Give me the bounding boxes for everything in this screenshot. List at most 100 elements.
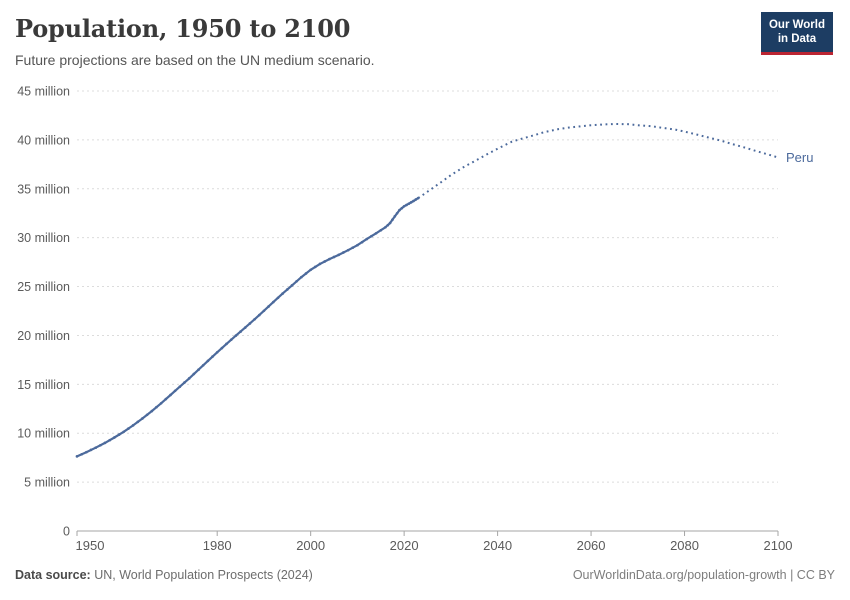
y-tick-label: 15 million bbox=[17, 378, 70, 392]
data-point-marker bbox=[409, 201, 413, 204]
data-point-marker bbox=[309, 268, 313, 272]
data-point-marker bbox=[384, 225, 387, 229]
data-point-marker bbox=[262, 309, 266, 313]
data-point-marker bbox=[374, 231, 378, 235]
data-point-marker bbox=[108, 438, 112, 442]
data-point-marker bbox=[276, 296, 280, 300]
data-point-marker bbox=[346, 248, 350, 252]
data-point-marker bbox=[197, 368, 200, 372]
data-point-marker bbox=[370, 234, 373, 238]
data-point-marker bbox=[398, 208, 401, 212]
y-tick-label: 20 million bbox=[17, 329, 70, 343]
data-point-marker bbox=[290, 284, 294, 287]
series-end-label-peru[interactable]: Peru bbox=[786, 150, 813, 165]
data-point-marker bbox=[407, 202, 411, 206]
series-line-projection bbox=[417, 122, 779, 199]
data-point-marker bbox=[155, 405, 158, 409]
y-tick-label: 0 bbox=[63, 525, 70, 539]
data-point-marker bbox=[400, 206, 404, 210]
data-point-marker bbox=[192, 372, 196, 376]
x-tick-label: 2080 bbox=[670, 538, 699, 553]
data-point-marker bbox=[229, 338, 233, 342]
data-point-marker bbox=[215, 350, 219, 354]
data-point-marker bbox=[391, 218, 394, 222]
owid-logo-line2: in Data bbox=[777, 33, 817, 46]
data-point-marker bbox=[201, 363, 205, 367]
data-point-marker bbox=[248, 322, 252, 325]
y-tick-label: 45 million bbox=[17, 85, 70, 99]
x-tick-label: 2040 bbox=[483, 538, 512, 553]
data-point-marker bbox=[239, 330, 242, 333]
data-point-marker bbox=[285, 288, 289, 291]
y-tick-label: 25 million bbox=[17, 280, 70, 294]
data-source-label: Data source: bbox=[15, 568, 91, 582]
data-point-marker bbox=[103, 441, 107, 445]
data-point-marker bbox=[243, 326, 247, 329]
data-point-marker bbox=[356, 243, 359, 247]
x-tick-label: 2020 bbox=[390, 538, 419, 553]
data-point-marker bbox=[206, 359, 210, 363]
data-point-marker bbox=[281, 292, 284, 295]
y-tick-label: 40 million bbox=[17, 133, 70, 147]
data-point-marker bbox=[388, 221, 392, 225]
data-point-marker bbox=[211, 355, 214, 358]
chart-footer: Data source: UN, World Population Prospe… bbox=[15, 568, 835, 582]
data-point-marker bbox=[187, 377, 191, 380]
data-point-marker bbox=[323, 260, 327, 263]
x-tick-label: 2100 bbox=[764, 538, 793, 553]
data-point-marker bbox=[271, 300, 275, 304]
data-point-marker bbox=[337, 253, 341, 257]
owid-logo[interactable]: Our World in Data bbox=[760, 12, 833, 55]
data-point-marker bbox=[131, 424, 135, 427]
data-point-marker bbox=[150, 409, 154, 413]
y-tick-label: 35 million bbox=[17, 182, 70, 196]
data-point-marker bbox=[141, 417, 144, 420]
data-point-marker bbox=[267, 305, 270, 308]
data-point-marker bbox=[318, 262, 322, 266]
y-tick-label: 10 million bbox=[17, 427, 70, 441]
data-point-marker bbox=[183, 381, 186, 384]
x-tick-label: 1950 bbox=[76, 538, 105, 553]
data-point-marker bbox=[127, 427, 130, 430]
data-point-marker bbox=[299, 275, 303, 279]
x-tick-label: 1980 bbox=[203, 538, 232, 553]
data-point-marker bbox=[395, 211, 399, 215]
data-point-marker bbox=[342, 251, 345, 254]
data-point-marker bbox=[80, 452, 84, 456]
data-point-marker bbox=[295, 279, 298, 283]
credit-link[interactable]: OurWorldinData.org/population-growth | C… bbox=[572, 568, 835, 582]
data-point-marker bbox=[84, 450, 88, 454]
data-point-marker bbox=[234, 334, 238, 337]
data-point-marker bbox=[328, 257, 331, 261]
data-point-marker bbox=[393, 215, 397, 218]
data-point-marker bbox=[113, 436, 116, 439]
data-point-marker bbox=[402, 204, 406, 208]
data-source-value: UN, World Population Prospects (2024) bbox=[90, 568, 313, 582]
data-point-marker bbox=[117, 433, 121, 436]
data-point-marker bbox=[99, 443, 102, 447]
data-point-marker bbox=[136, 420, 140, 424]
data-point-marker bbox=[169, 393, 172, 397]
data-point-marker bbox=[257, 313, 261, 317]
data-point-marker bbox=[332, 255, 336, 259]
data-source: Data source: UN, World Population Prospe… bbox=[15, 568, 313, 582]
data-point-marker bbox=[253, 317, 256, 321]
data-point-marker bbox=[159, 401, 163, 405]
data-point-marker bbox=[145, 413, 149, 417]
x-tick-label: 2000 bbox=[296, 538, 325, 553]
data-point-marker bbox=[164, 397, 168, 401]
x-tick-label: 2060 bbox=[577, 538, 606, 553]
data-point-marker bbox=[351, 246, 355, 250]
data-point-marker bbox=[313, 265, 317, 269]
data-point-marker bbox=[89, 448, 93, 452]
data-point-marker bbox=[178, 385, 182, 389]
data-point-marker bbox=[360, 240, 364, 244]
data-point-marker bbox=[220, 346, 224, 350]
data-point-marker bbox=[414, 198, 418, 201]
data-point-marker bbox=[75, 455, 79, 458]
data-point-marker bbox=[405, 203, 408, 207]
page-title: Population, 1950 to 2100 bbox=[15, 14, 351, 43]
data-point-marker bbox=[304, 272, 308, 275]
data-point-marker bbox=[365, 237, 369, 241]
